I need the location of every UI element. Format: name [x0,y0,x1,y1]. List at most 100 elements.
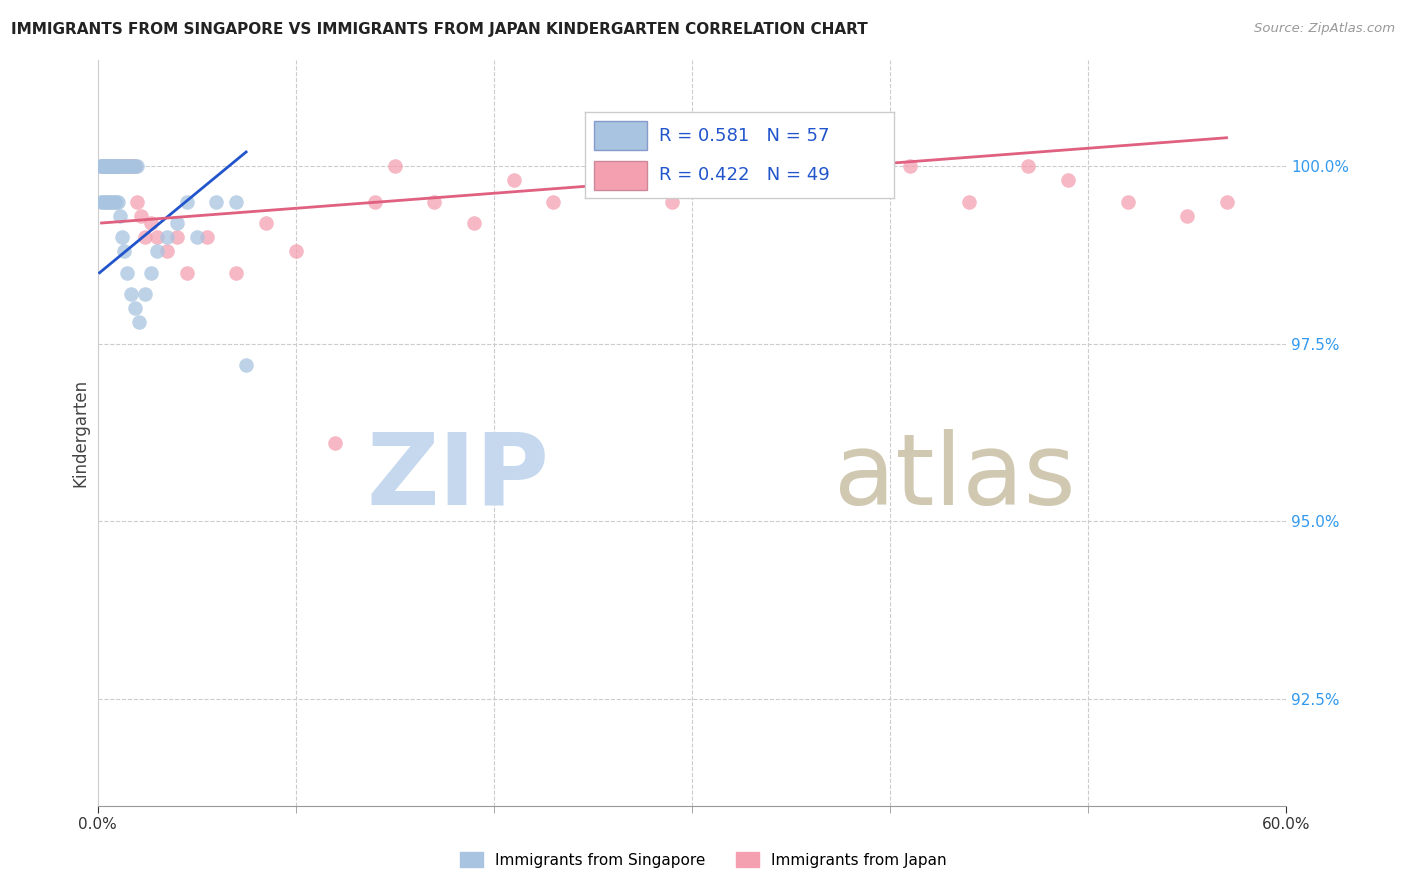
Point [101,194,124,209]
Point [957,194,980,209]
Point [156,230,179,244]
Point [108,159,131,173]
Point [122,159,145,173]
Point [93,194,115,209]
Point [117,266,139,280]
Point [91,194,114,209]
Point [127,159,149,173]
Point [105,159,128,173]
Point [117,159,139,173]
Point [254,216,277,230]
Point [124,301,146,316]
Point [139,266,162,280]
Point [105,194,128,209]
Point [108,159,131,173]
Point [103,159,125,173]
Text: Source: ZipAtlas.com: Source: ZipAtlas.com [1254,22,1395,36]
Point [195,230,218,244]
Text: atlas: atlas [834,429,1076,526]
Point [898,159,921,173]
Point [839,173,862,187]
Point [384,159,406,173]
Point [98,159,121,173]
Point [89,159,111,173]
Point [114,159,136,173]
Point [700,173,723,187]
Point [103,159,125,173]
Point [118,159,141,173]
Point [103,194,125,209]
Point [90,194,112,209]
Point [98,159,121,173]
Point [166,216,188,230]
Point [364,194,387,209]
Point [129,209,152,223]
Point [139,216,162,230]
Point [225,266,247,280]
Point [100,159,122,173]
Point [122,159,145,173]
Point [134,287,156,301]
Point [90,159,112,173]
Point [1116,194,1139,209]
Point [621,173,644,187]
Point [107,194,129,209]
Point [120,287,142,301]
Point [100,159,122,173]
Legend: Immigrants from Singapore, Immigrants from Japan: Immigrants from Singapore, Immigrants fr… [451,844,955,875]
Point [502,173,524,187]
Point [146,230,169,244]
Point [93,159,115,173]
Point [117,159,139,173]
Point [111,230,134,244]
Point [96,159,118,173]
Point [90,159,112,173]
Point [93,159,115,173]
Point [96,194,118,209]
Point [156,244,179,259]
Point [112,159,135,173]
Point [96,159,118,173]
Point [582,159,605,173]
Point [463,216,485,230]
Point [104,159,127,173]
Point [124,159,146,173]
Point [176,194,198,209]
Point [284,244,307,259]
Point [94,159,117,173]
Point [110,159,132,173]
Point [225,194,247,209]
Point [103,159,125,173]
Point [96,159,118,173]
Text: ZIP: ZIP [367,429,550,526]
Point [205,194,228,209]
Point [114,159,136,173]
Point [105,159,128,173]
Point [120,159,142,173]
Point [105,159,128,173]
Point [779,159,801,173]
Point [127,194,149,209]
Point [186,230,208,244]
Point [541,194,564,209]
Y-axis label: Kindergarten: Kindergarten [72,378,89,487]
Point [1215,194,1237,209]
Point [98,159,121,173]
Point [97,194,120,209]
Point [112,159,135,173]
Text: IMMIGRANTS FROM SINGAPORE VS IMMIGRANTS FROM JAPAN KINDERGARTEN CORRELATION CHAR: IMMIGRANTS FROM SINGAPORE VS IMMIGRANTS … [11,22,868,37]
Point [166,230,188,244]
Point [120,159,142,173]
Point [100,194,122,209]
Point [118,159,141,173]
Point [323,436,346,450]
Point [94,159,117,173]
Point [146,244,169,259]
Point [110,209,132,223]
Point [104,159,127,173]
Point [100,159,122,173]
Point [93,159,115,173]
Point [90,159,112,173]
Point [1175,209,1198,223]
Point [112,244,135,259]
